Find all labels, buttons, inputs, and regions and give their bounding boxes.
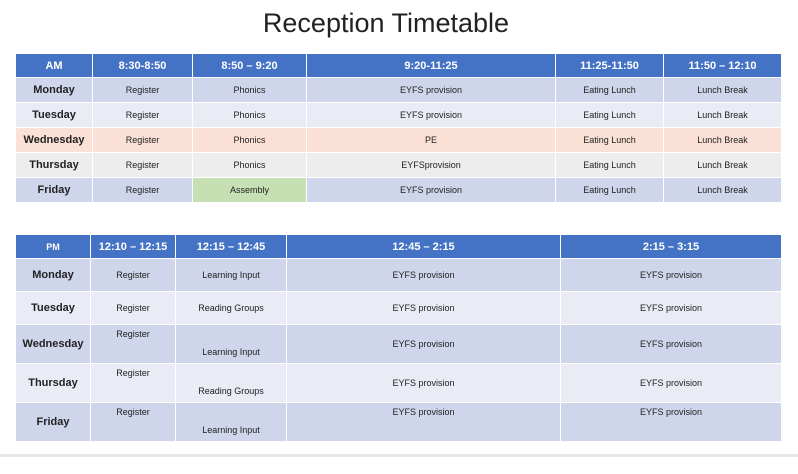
timetable-cell: Learning Input <box>175 402 287 442</box>
timetable-cell: Register <box>92 177 193 203</box>
pm-timetable: PM 12:10 – 12:15 12:15 – 12:45 12:45 – 2… <box>15 234 782 442</box>
timetable-cell: EYFS provision <box>560 258 782 292</box>
day-label: Monday <box>15 77 93 103</box>
am-time-header: 8:30-8:50 <box>92 53 193 78</box>
pm-row-thursday: Thursday Register Reading Groups EYFS pr… <box>15 363 782 403</box>
timetable-cell: Lunch Break <box>663 152 782 178</box>
timetable-cell: Register <box>92 127 193 153</box>
day-label: Thursday <box>15 363 91 403</box>
day-label: Tuesday <box>15 102 93 128</box>
am-timetable: AM 8:30-8:50 8:50 – 9:20 9:20-11:25 11:2… <box>15 53 782 203</box>
timetable-cell: Eating Lunch <box>555 77 664 103</box>
timetable-cell: Register <box>90 402 176 442</box>
timetable-cell: EYFS provision <box>560 324 782 364</box>
pm-row-monday: Monday Register Learning Input EYFS prov… <box>15 258 782 292</box>
timetable-cell: EYFSprovision <box>306 152 556 178</box>
day-label: Wednesday <box>15 324 91 364</box>
timetable-cell: Lunch Break <box>663 77 782 103</box>
timetable-cell: Eating Lunch <box>555 152 664 178</box>
timetable-cell: EYFS provision <box>286 291 561 325</box>
timetable-cell: Lunch Break <box>663 177 782 203</box>
pm-row-friday: Friday Register Learning Input EYFS prov… <box>15 402 782 442</box>
am-row-monday: Monday Register Phonics EYFS provision E… <box>15 77 782 103</box>
timetable-cell: Register <box>90 363 176 403</box>
page-title: Reception Timetable <box>262 8 510 38</box>
timetable-cell: EYFS provision <box>560 291 782 325</box>
timetable-cell: Register <box>90 258 176 292</box>
pm-time-header: 2:15 – 3:15 <box>560 234 782 259</box>
timetable-cell: Phonics <box>192 102 307 128</box>
timetable-cell: EYFS provision <box>560 402 782 442</box>
day-label: Monday <box>15 258 91 292</box>
timetable-cell: Reading Groups <box>175 363 287 403</box>
am-row-wednesday: Wednesday Register Phonics PE Eating Lun… <box>15 127 782 153</box>
am-time-header: 9:20-11:25 <box>306 53 556 78</box>
timetable-cell: Register <box>92 152 193 178</box>
timetable-cell-assembly: Assembly <box>192 177 307 203</box>
day-label: Tuesday <box>15 291 91 325</box>
timetable-cell: EYFS provision <box>286 258 561 292</box>
am-time-header: 11:50 – 12:10 <box>663 53 782 78</box>
timetable-cell: EYFS provision <box>286 363 561 403</box>
timetable-cell: EYFS provision <box>286 324 561 364</box>
pm-header-row: PM 12:10 – 12:15 12:15 – 12:45 12:45 – 2… <box>15 234 782 259</box>
timetable-cell: Lunch Break <box>663 102 782 128</box>
timetable-cell: EYFS provision <box>306 102 556 128</box>
timetable-cell: Phonics <box>192 152 307 178</box>
timetable-cell: Phonics <box>192 77 307 103</box>
timetable-cell: Lunch Break <box>663 127 782 153</box>
day-label: Thursday <box>15 152 93 178</box>
timetable-cell: Reading Groups <box>175 291 287 325</box>
timetable-cell: Learning Input <box>175 324 287 364</box>
am-row-tuesday: Tuesday Register Phonics EYFS provision … <box>15 102 782 128</box>
am-time-header: 8:50 – 9:20 <box>192 53 307 78</box>
pm-row-wednesday: Wednesday Register Learning Input EYFS p… <box>15 324 782 364</box>
timetable-cell: EYFS provision <box>560 363 782 403</box>
timetable-cell: EYFS provision <box>306 177 556 203</box>
day-label: Friday <box>15 402 91 442</box>
am-row-friday: Friday Register Assembly EYFS provision … <box>15 177 782 203</box>
timetable-cell: Register <box>90 291 176 325</box>
timetable-cell: Phonics <box>192 127 307 153</box>
timetable-cell: Register <box>90 324 176 364</box>
timetable-cell: Register <box>92 102 193 128</box>
am-header-row: AM 8:30-8:50 8:50 – 9:20 9:20-11:25 11:2… <box>15 53 782 78</box>
pm-row-tuesday: Tuesday Register Reading Groups EYFS pro… <box>15 291 782 325</box>
timetable-cell: Register <box>92 77 193 103</box>
pm-time-header: 12:45 – 2:15 <box>286 234 561 259</box>
day-label: Friday <box>15 177 93 203</box>
pm-label: PM <box>15 234 91 259</box>
timetable-cell: EYFS provision <box>286 402 561 442</box>
timetable-cell: EYFS provision <box>306 77 556 103</box>
timetable-cell: Eating Lunch <box>555 127 664 153</box>
timetable-cell: PE <box>306 127 556 153</box>
divider <box>0 454 798 457</box>
pm-time-header: 12:10 – 12:15 <box>90 234 176 259</box>
timetable-cell: Eating Lunch <box>555 102 664 128</box>
timetable-cell: Eating Lunch <box>555 177 664 203</box>
pm-time-header: 12:15 – 12:45 <box>175 234 287 259</box>
am-label: AM <box>15 53 93 78</box>
am-row-thursday: Thursday Register Phonics EYFSprovision … <box>15 152 782 178</box>
day-label: Wednesday <box>15 127 93 153</box>
timetable-cell: Learning Input <box>175 258 287 292</box>
am-time-header: 11:25-11:50 <box>555 53 664 78</box>
